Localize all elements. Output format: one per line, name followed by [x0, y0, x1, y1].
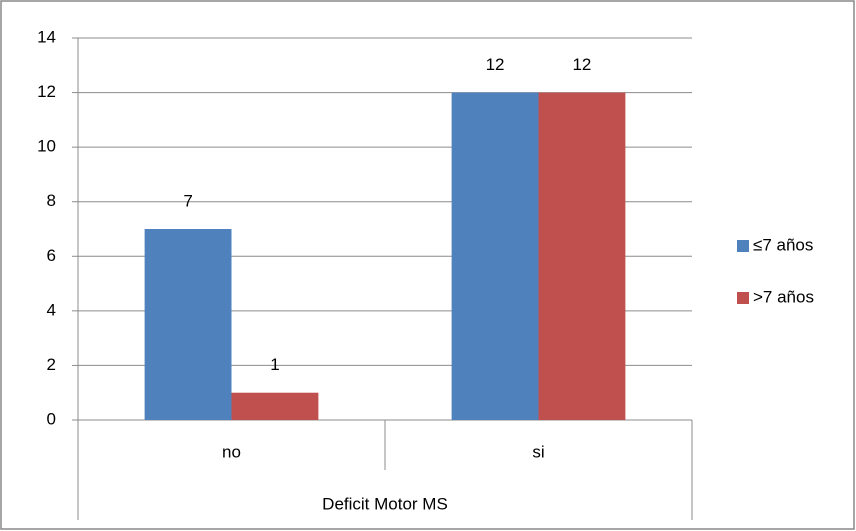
legend-label: ≤7 años	[753, 235, 813, 254]
y-tick-label: 0	[47, 409, 56, 428]
bar	[144, 229, 232, 420]
y-tick-label: 6	[47, 246, 56, 265]
legend-label: >7 años	[753, 287, 814, 306]
legend-swatch	[737, 292, 749, 304]
bar	[451, 92, 539, 421]
y-tick-label: 12	[37, 82, 56, 101]
y-tick-label: 10	[37, 137, 56, 156]
bar	[538, 92, 626, 421]
y-tick-label: 8	[47, 191, 56, 210]
y-tick-label: 14	[37, 27, 56, 46]
x-tick-label: no	[222, 442, 241, 461]
bar	[231, 392, 319, 420]
data-label: 1	[270, 355, 279, 374]
y-tick-label: 2	[47, 355, 56, 374]
y-tick-label: 4	[47, 300, 56, 319]
x-tick-label: si	[532, 442, 544, 461]
legend-swatch	[737, 240, 749, 252]
x-axis-group-label: Deficit Motor MS	[322, 494, 448, 513]
data-label: 12	[486, 55, 505, 74]
data-label: 12	[572, 55, 591, 74]
data-label: 7	[183, 191, 192, 210]
